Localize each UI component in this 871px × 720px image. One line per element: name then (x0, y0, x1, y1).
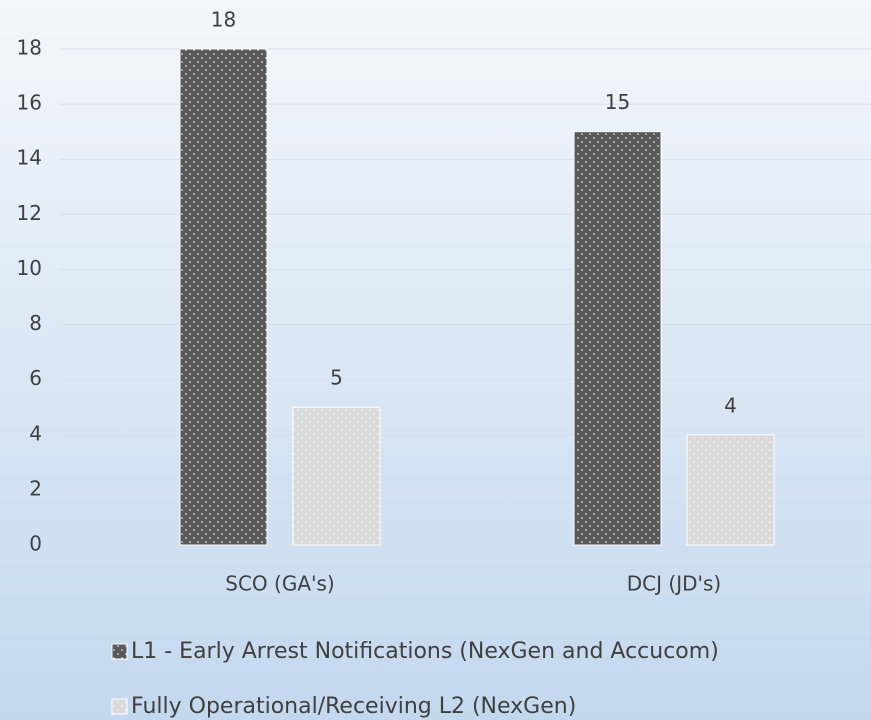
legend: L1 - Early Arrest Notifications (NexGen … (111, 639, 719, 719)
y-tick-label: 18 (17, 36, 42, 60)
x-tick-label: SCO (GA's) (225, 572, 334, 596)
y-tick-label: 10 (17, 256, 42, 280)
x-tick-label: DCJ (JD's) (627, 572, 721, 596)
bar (179, 48, 268, 546)
legend-swatch (111, 643, 128, 660)
y-tick-label: 4 (29, 421, 42, 445)
y-tick-label: 8 (29, 311, 42, 335)
y-tick-label: 0 (29, 532, 42, 556)
value-label: 18 (211, 8, 236, 32)
y-tick-label: 14 (17, 146, 42, 170)
bar (573, 131, 662, 546)
y-tick-label: 12 (17, 201, 42, 225)
y-tick-label: 16 (17, 91, 42, 115)
y-tick-label: 2 (29, 476, 42, 500)
y-tick-label: 6 (29, 366, 42, 390)
value-label: 5 (330, 366, 343, 390)
legend-swatch (111, 698, 128, 715)
value-label: 4 (724, 393, 737, 417)
bar (292, 406, 381, 546)
legend-label: Fully Operational/Receiving L2 (NexGen) (131, 694, 576, 719)
legend-label: L1 - Early Arrest Notifications (NexGen … (131, 639, 719, 664)
bar (686, 434, 775, 546)
value-label: 15 (605, 90, 630, 114)
